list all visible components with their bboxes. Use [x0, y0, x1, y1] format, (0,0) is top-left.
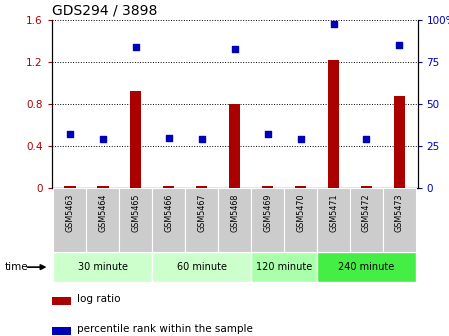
- Text: log ratio: log ratio: [77, 294, 121, 304]
- Text: GSM5464: GSM5464: [98, 193, 107, 232]
- Bar: [317, 188, 350, 252]
- Text: GSM5467: GSM5467: [197, 193, 206, 232]
- Point: [66, 132, 73, 137]
- Bar: [52, 297, 71, 305]
- Point: [99, 137, 106, 142]
- Bar: [251, 252, 317, 282]
- Text: GDS294 / 3898: GDS294 / 3898: [52, 4, 157, 17]
- Bar: [52, 327, 71, 335]
- Bar: [53, 252, 152, 282]
- Bar: [185, 188, 218, 252]
- Bar: [328, 60, 339, 188]
- Bar: [394, 96, 405, 188]
- Bar: [361, 186, 372, 188]
- Text: GSM5468: GSM5468: [230, 193, 239, 232]
- Point: [165, 135, 172, 140]
- Text: 30 minute: 30 minute: [78, 262, 128, 272]
- Bar: [86, 188, 119, 252]
- Text: GSM5471: GSM5471: [329, 193, 338, 232]
- Text: GSM5463: GSM5463: [65, 193, 74, 232]
- Point: [231, 46, 238, 51]
- Bar: [229, 104, 240, 188]
- Text: 120 minute: 120 minute: [256, 262, 312, 272]
- Bar: [218, 188, 251, 252]
- Text: GSM5469: GSM5469: [263, 193, 272, 232]
- Point: [264, 132, 271, 137]
- Bar: [97, 186, 109, 188]
- Text: percentile rank within the sample: percentile rank within the sample: [77, 325, 253, 334]
- Bar: [119, 188, 152, 252]
- Bar: [53, 188, 86, 252]
- Text: GSM5472: GSM5472: [362, 193, 371, 232]
- Point: [297, 137, 304, 142]
- Text: GSM5470: GSM5470: [296, 193, 305, 232]
- Bar: [196, 186, 207, 188]
- Bar: [152, 188, 185, 252]
- Text: GSM5466: GSM5466: [164, 193, 173, 232]
- Bar: [251, 188, 284, 252]
- Bar: [383, 188, 416, 252]
- Bar: [284, 188, 317, 252]
- Bar: [130, 90, 141, 188]
- Bar: [152, 252, 251, 282]
- Bar: [317, 252, 416, 282]
- Bar: [262, 186, 273, 188]
- Point: [198, 137, 205, 142]
- Point: [363, 137, 370, 142]
- Point: [330, 21, 337, 26]
- Bar: [295, 186, 306, 188]
- Text: GSM5465: GSM5465: [131, 193, 140, 232]
- Bar: [64, 186, 75, 188]
- Bar: [350, 188, 383, 252]
- Bar: [163, 186, 175, 188]
- Point: [132, 44, 139, 50]
- Text: 240 minute: 240 minute: [339, 262, 395, 272]
- Text: time: time: [4, 262, 28, 272]
- Point: [396, 43, 403, 48]
- Text: GSM5473: GSM5473: [395, 193, 404, 232]
- Text: 60 minute: 60 minute: [176, 262, 227, 272]
